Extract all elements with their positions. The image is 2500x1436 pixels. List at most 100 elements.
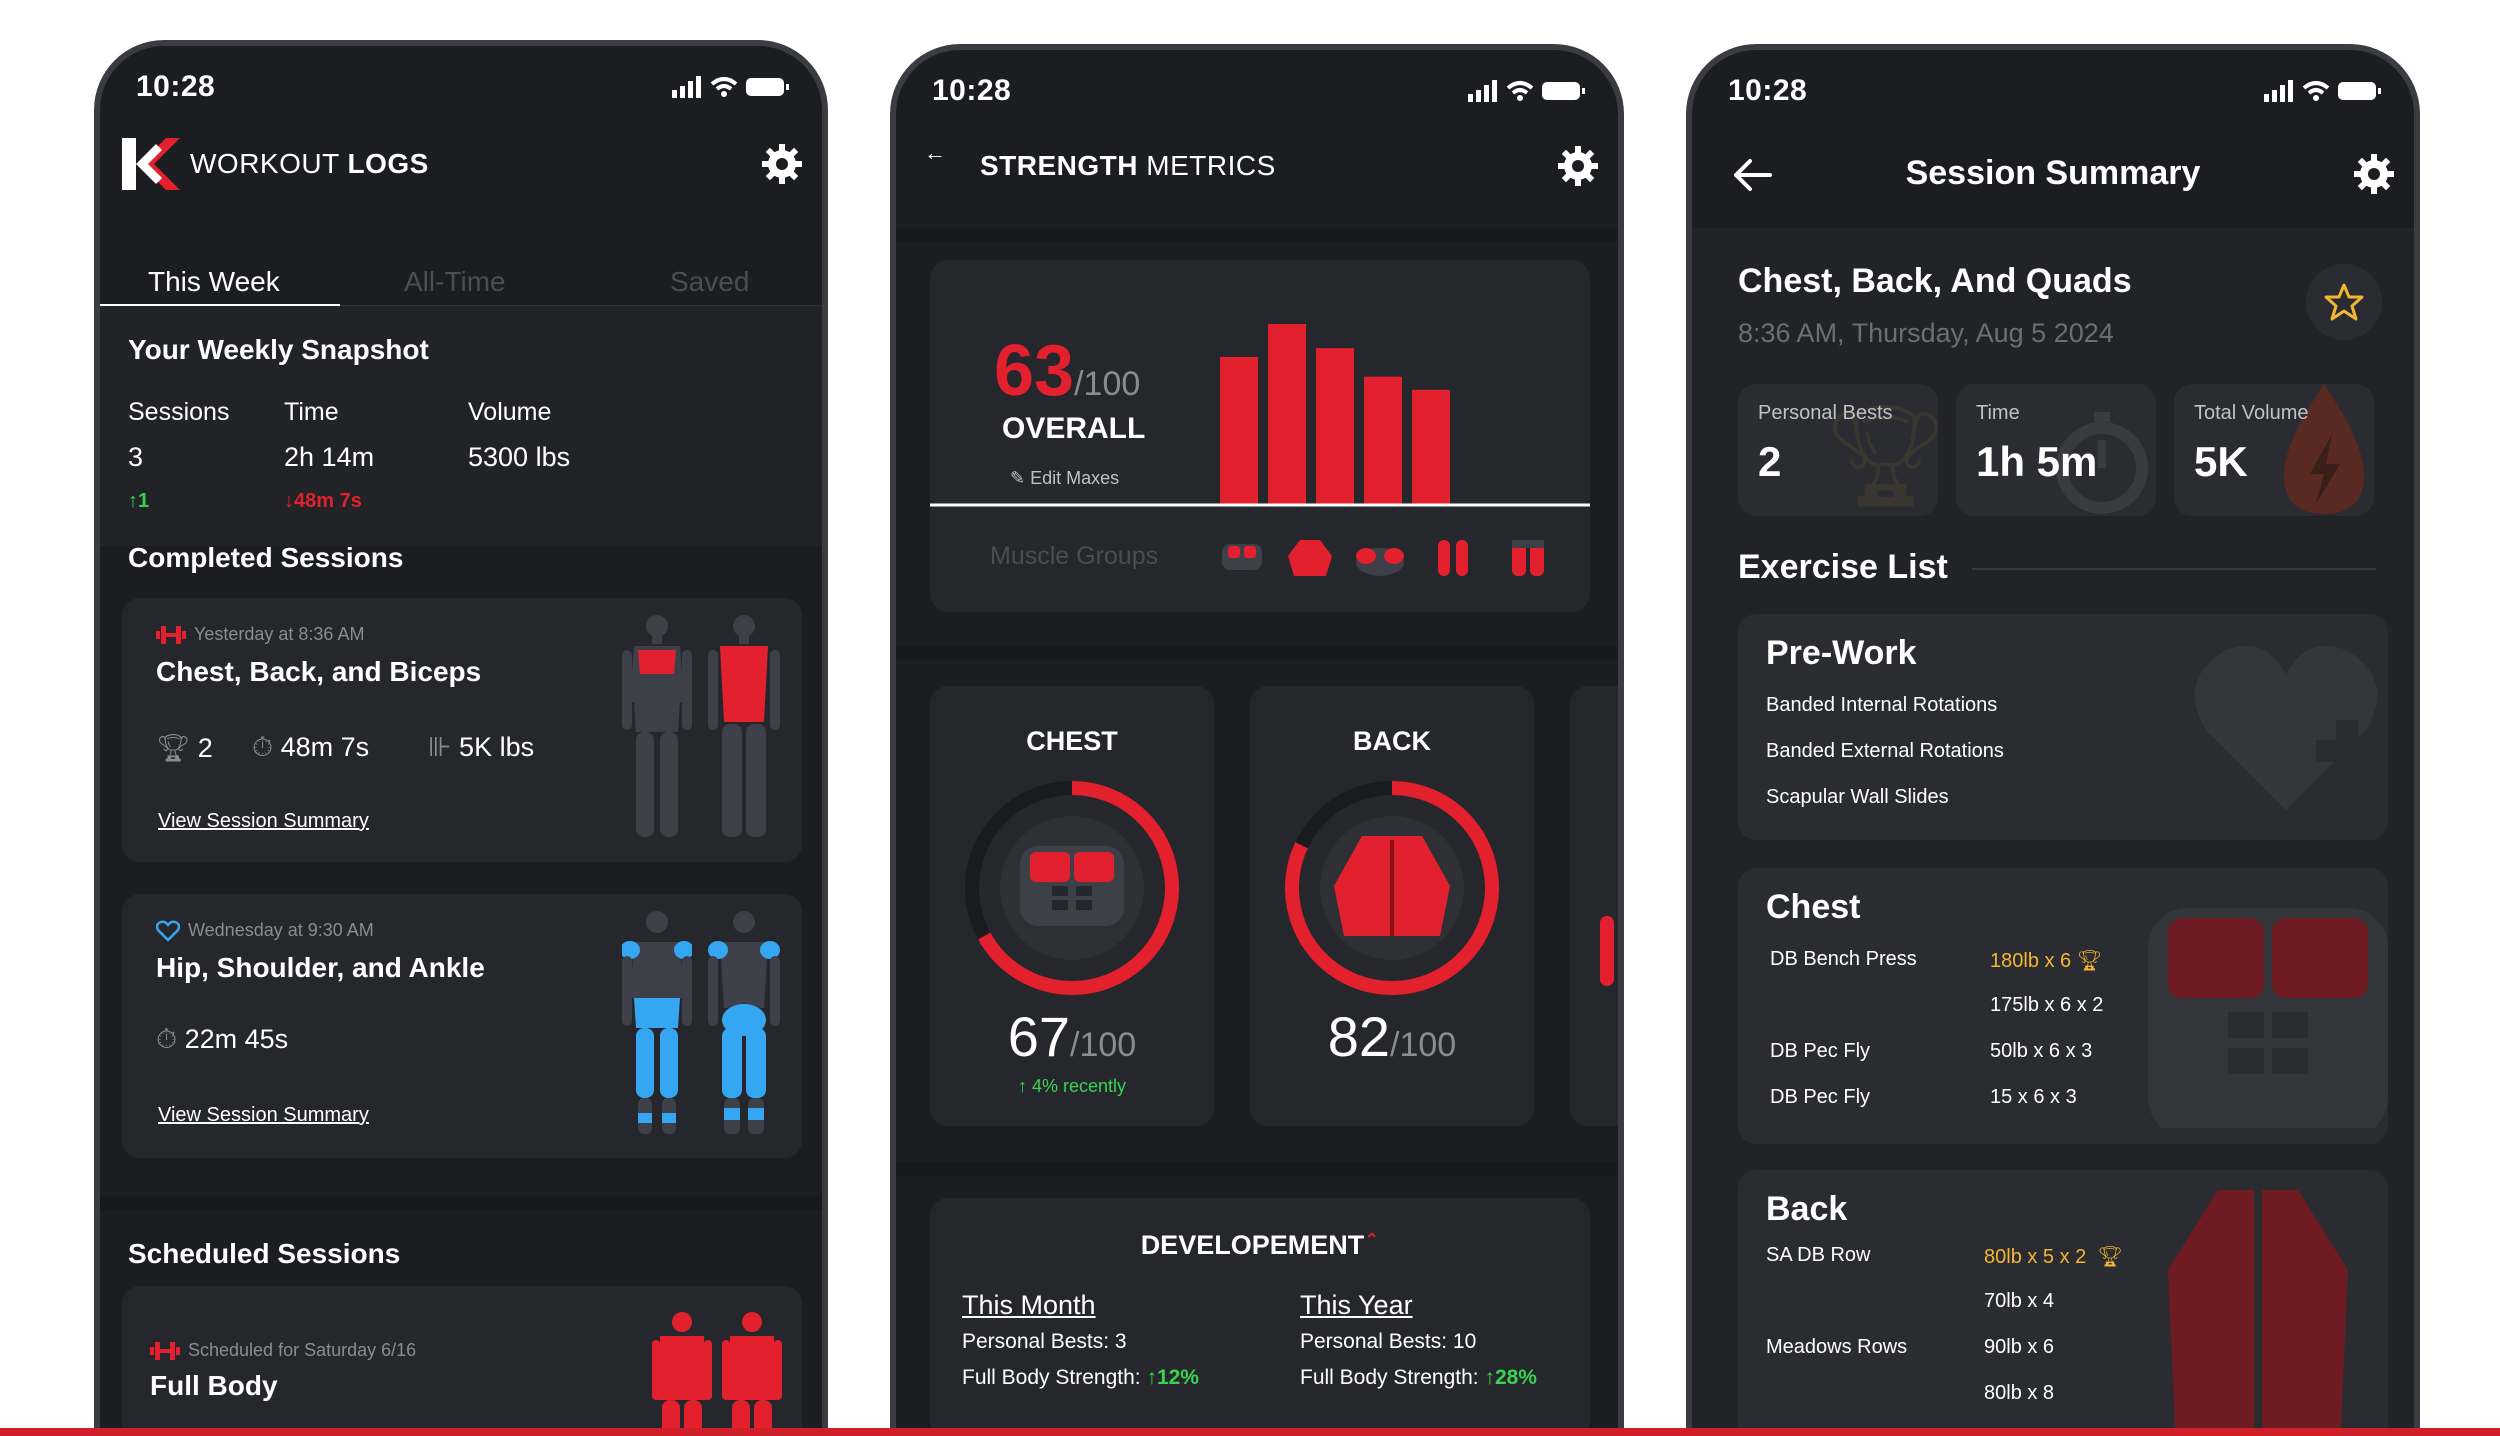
- overall-strength-card: 63/100 OVERALL ✎ Edit Maxes Muscle Group…: [930, 260, 1590, 612]
- session-name: Hip, Shoulder, and Ankle: [156, 952, 485, 983]
- stat-value: 2: [1758, 438, 1782, 485]
- exercise-group-card: Chest DB Bench Press 180lb x 6 🏆︎ 175lb …: [1738, 868, 2388, 1144]
- heart-plus-icon: [2194, 645, 2378, 810]
- status-bar: 10:28: [1692, 50, 2414, 130]
- edit-icon: ✎: [1010, 468, 1026, 488]
- snapshot-volume-label: Volume: [468, 398, 552, 426]
- overall-score: 63/100: [994, 331, 1141, 411]
- body-back-figure: [708, 911, 780, 1134]
- back-muscle-icon: [2168, 1190, 2348, 1436]
- exercise-name: Banded Internal Rotations: [1766, 694, 1998, 716]
- stat-value: 5K: [2194, 438, 2248, 485]
- brand-logo-icon: [122, 138, 180, 190]
- snapshot-sessions-label: Sessions: [128, 398, 230, 426]
- trophy-icon: 🏆︎: [2076, 950, 2103, 972]
- stopwatch-icon: [2056, 412, 2148, 514]
- stat-card: Time 1h 5m: [1956, 384, 2156, 516]
- stopwatch-icon: ⏱︎: [252, 732, 274, 762]
- gauge-label: BACK: [1353, 726, 1431, 756]
- tab-saved[interactable]: Saved: [670, 266, 750, 297]
- back-arrow-icon[interactable]: ←: [924, 140, 946, 165]
- body-front-figure: [652, 1312, 712, 1436]
- edit-maxes-link[interactable]: ✎ Edit Maxes: [1010, 468, 1120, 488]
- session-card[interactable]: Wednesday at 9:30 AM Hip, Shoulder, and …: [122, 894, 802, 1158]
- completed-sessions-title: Completed Sessions: [128, 542, 404, 573]
- exercise-group-title: Back: [1766, 1190, 1848, 1228]
- tab-all-time[interactable]: All-Time: [404, 266, 506, 297]
- bar-chest: [1220, 356, 1258, 504]
- overall-label: OVERALL: [1002, 412, 1146, 445]
- exercise-group-title: Chest: [1766, 888, 1861, 926]
- status-bar: 10:28: [100, 46, 822, 126]
- screen-title: METRICS: [1146, 150, 1276, 181]
- workout-logs-screen: 10:28 WORKOUT LOGS This Week All-Time Sa…: [94, 40, 828, 1436]
- weekly-snapshot: Your Weekly Snapshot Sessions 3 ↑1 Time …: [100, 306, 822, 546]
- gear-icon[interactable]: [2354, 154, 2394, 194]
- development-strength: Full Body Strength: ↑12%: [962, 1366, 1199, 1389]
- development-title: DEVELOPEMENT⌃: [1140, 1230, 1380, 1260]
- gauge-score: 82/100: [1327, 1005, 1457, 1068]
- snapshot-volume-value: 5300 lbs: [468, 442, 571, 472]
- app-header: Session Summary: [1692, 140, 2414, 230]
- leg-muscle-icon: [1512, 540, 1544, 576]
- status-time: 10:28: [136, 70, 216, 103]
- back-score-gauge: [1285, 781, 1499, 995]
- exercise-group-title: Pre-Work: [1766, 634, 1917, 672]
- session-when: Wednesday at 9:30 AM: [188, 920, 374, 940]
- exercise-sets: 50lb x 6 x 3: [1990, 1040, 2093, 1062]
- back-muscle-icon: [1334, 836, 1450, 936]
- back-arrow-icon[interactable]: [1732, 158, 1772, 192]
- gauge-arc: [1285, 781, 1499, 995]
- exercise-list-title: Exercise List: [1738, 548, 1948, 586]
- session-card[interactable]: Yesterday at 8:36 AM Chest, Back, and Bi…: [122, 598, 802, 862]
- stat-value: 1h 5m: [1976, 438, 2098, 485]
- tab-indicator: [100, 304, 340, 307]
- dumbbell-icon: ⊪: [428, 732, 452, 762]
- dumbbell-icon: [156, 626, 186, 644]
- body-back-figure: [708, 615, 780, 837]
- session-bests: 🏆︎ 2: [156, 733, 213, 763]
- exercise-sets: 80lb x 5 x 2 🏆︎: [1984, 1246, 2123, 1268]
- app-header: WORKOUT LOGS: [100, 136, 822, 226]
- shoulder-muscle-icon: [1356, 548, 1404, 576]
- gear-icon[interactable]: [1558, 146, 1598, 186]
- session-time: ⏱︎ 22m 45s: [156, 1024, 289, 1054]
- snapshot-title: Your Weekly Snapshot: [128, 334, 429, 365]
- exercise-name: DB Pec Fly: [1770, 1040, 1871, 1062]
- gear-icon[interactable]: [762, 144, 802, 184]
- status-time: 10:28: [1728, 74, 1808, 107]
- arm-muscle-icon: [1438, 540, 1468, 576]
- stat-label: Time: [1976, 402, 2020, 424]
- app-header: ← STRENGTH METRICS: [896, 140, 1618, 230]
- status-bar: 10:28: [896, 50, 1618, 130]
- bar-shoulders: [1316, 348, 1354, 504]
- session-time: ⏱︎ 48m 7s: [252, 732, 370, 762]
- back-gauge-card[interactable]: BACK 82/100: [1250, 686, 1534, 1126]
- gauge-trend: ↑ 4% recently: [1017, 1076, 1127, 1096]
- development-period[interactable]: This Year: [1300, 1290, 1413, 1320]
- body-back-figure: [722, 1312, 782, 1436]
- bar-back: [1268, 323, 1306, 504]
- session-time: 8:36 AM, Thursday, Aug 5 2024: [1738, 318, 2114, 348]
- view-session-summary-link[interactable]: View Session Summary: [158, 1104, 369, 1126]
- view-session-summary-link[interactable]: View Session Summary: [158, 810, 369, 832]
- favorite-button[interactable]: [2306, 264, 2382, 340]
- snapshot-sessions-delta: ↑1: [128, 490, 150, 512]
- session-name: Chest, Back, And Quads: [1738, 262, 2132, 300]
- tab-this-week[interactable]: This Week: [148, 266, 280, 297]
- star-icon: [2324, 283, 2364, 321]
- bar-arms: [1364, 376, 1402, 504]
- muscle-group-bar-chart: [930, 323, 1590, 507]
- exercise-sets: 70lb x 4: [1984, 1290, 2055, 1312]
- heart-icon: [156, 920, 180, 942]
- body-front-figure: [622, 911, 692, 1134]
- scheduled-session-card[interactable]: Scheduled for Saturday 6/16 Full Body: [122, 1286, 802, 1436]
- next-gauge-card[interactable]: [1570, 686, 1618, 1126]
- stat-card: Total Volume 5K: [2174, 384, 2374, 516]
- chest-gauge-card[interactable]: CHEST 67/100 ↑ 4% recently: [930, 686, 1214, 1126]
- gauge-score: 67/100: [1007, 1005, 1137, 1068]
- development-period[interactable]: This Month: [962, 1290, 1096, 1320]
- trophy-icon: 🏆︎: [2097, 1246, 2123, 1268]
- gauge-arc: [965, 781, 1179, 995]
- exercise-name: Scapular Wall Slides: [1766, 786, 1949, 808]
